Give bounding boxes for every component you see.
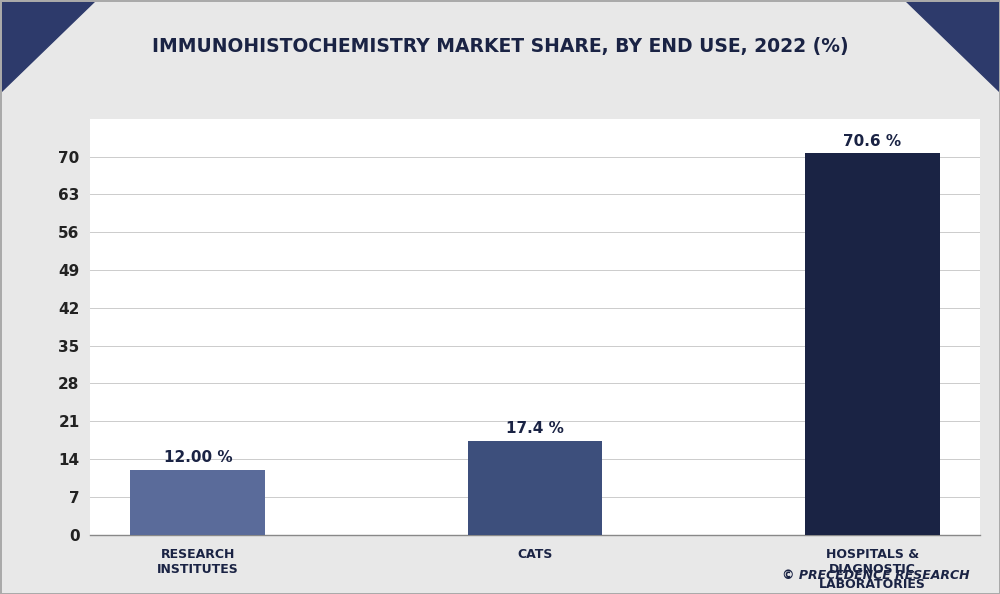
Text: 17.4 %: 17.4 % [506, 421, 564, 436]
Bar [130, 470, 265, 535]
Text: © PRECEDENCE RESEARCH: © PRECEDENCE RESEARCH [782, 569, 970, 582]
Text: 12.00 %: 12.00 % [164, 450, 232, 465]
Text: IMMUNOHISTOCHEMISTRY MARKET SHARE, BY END USE, 2022 (%): IMMUNOHISTOCHEMISTRY MARKET SHARE, BY EN… [152, 37, 848, 55]
Polygon shape [905, 0, 1000, 92]
Polygon shape [0, 0, 95, 92]
Text: 70.6 %: 70.6 % [843, 134, 901, 148]
Bar [468, 441, 602, 535]
Bar [805, 153, 940, 535]
